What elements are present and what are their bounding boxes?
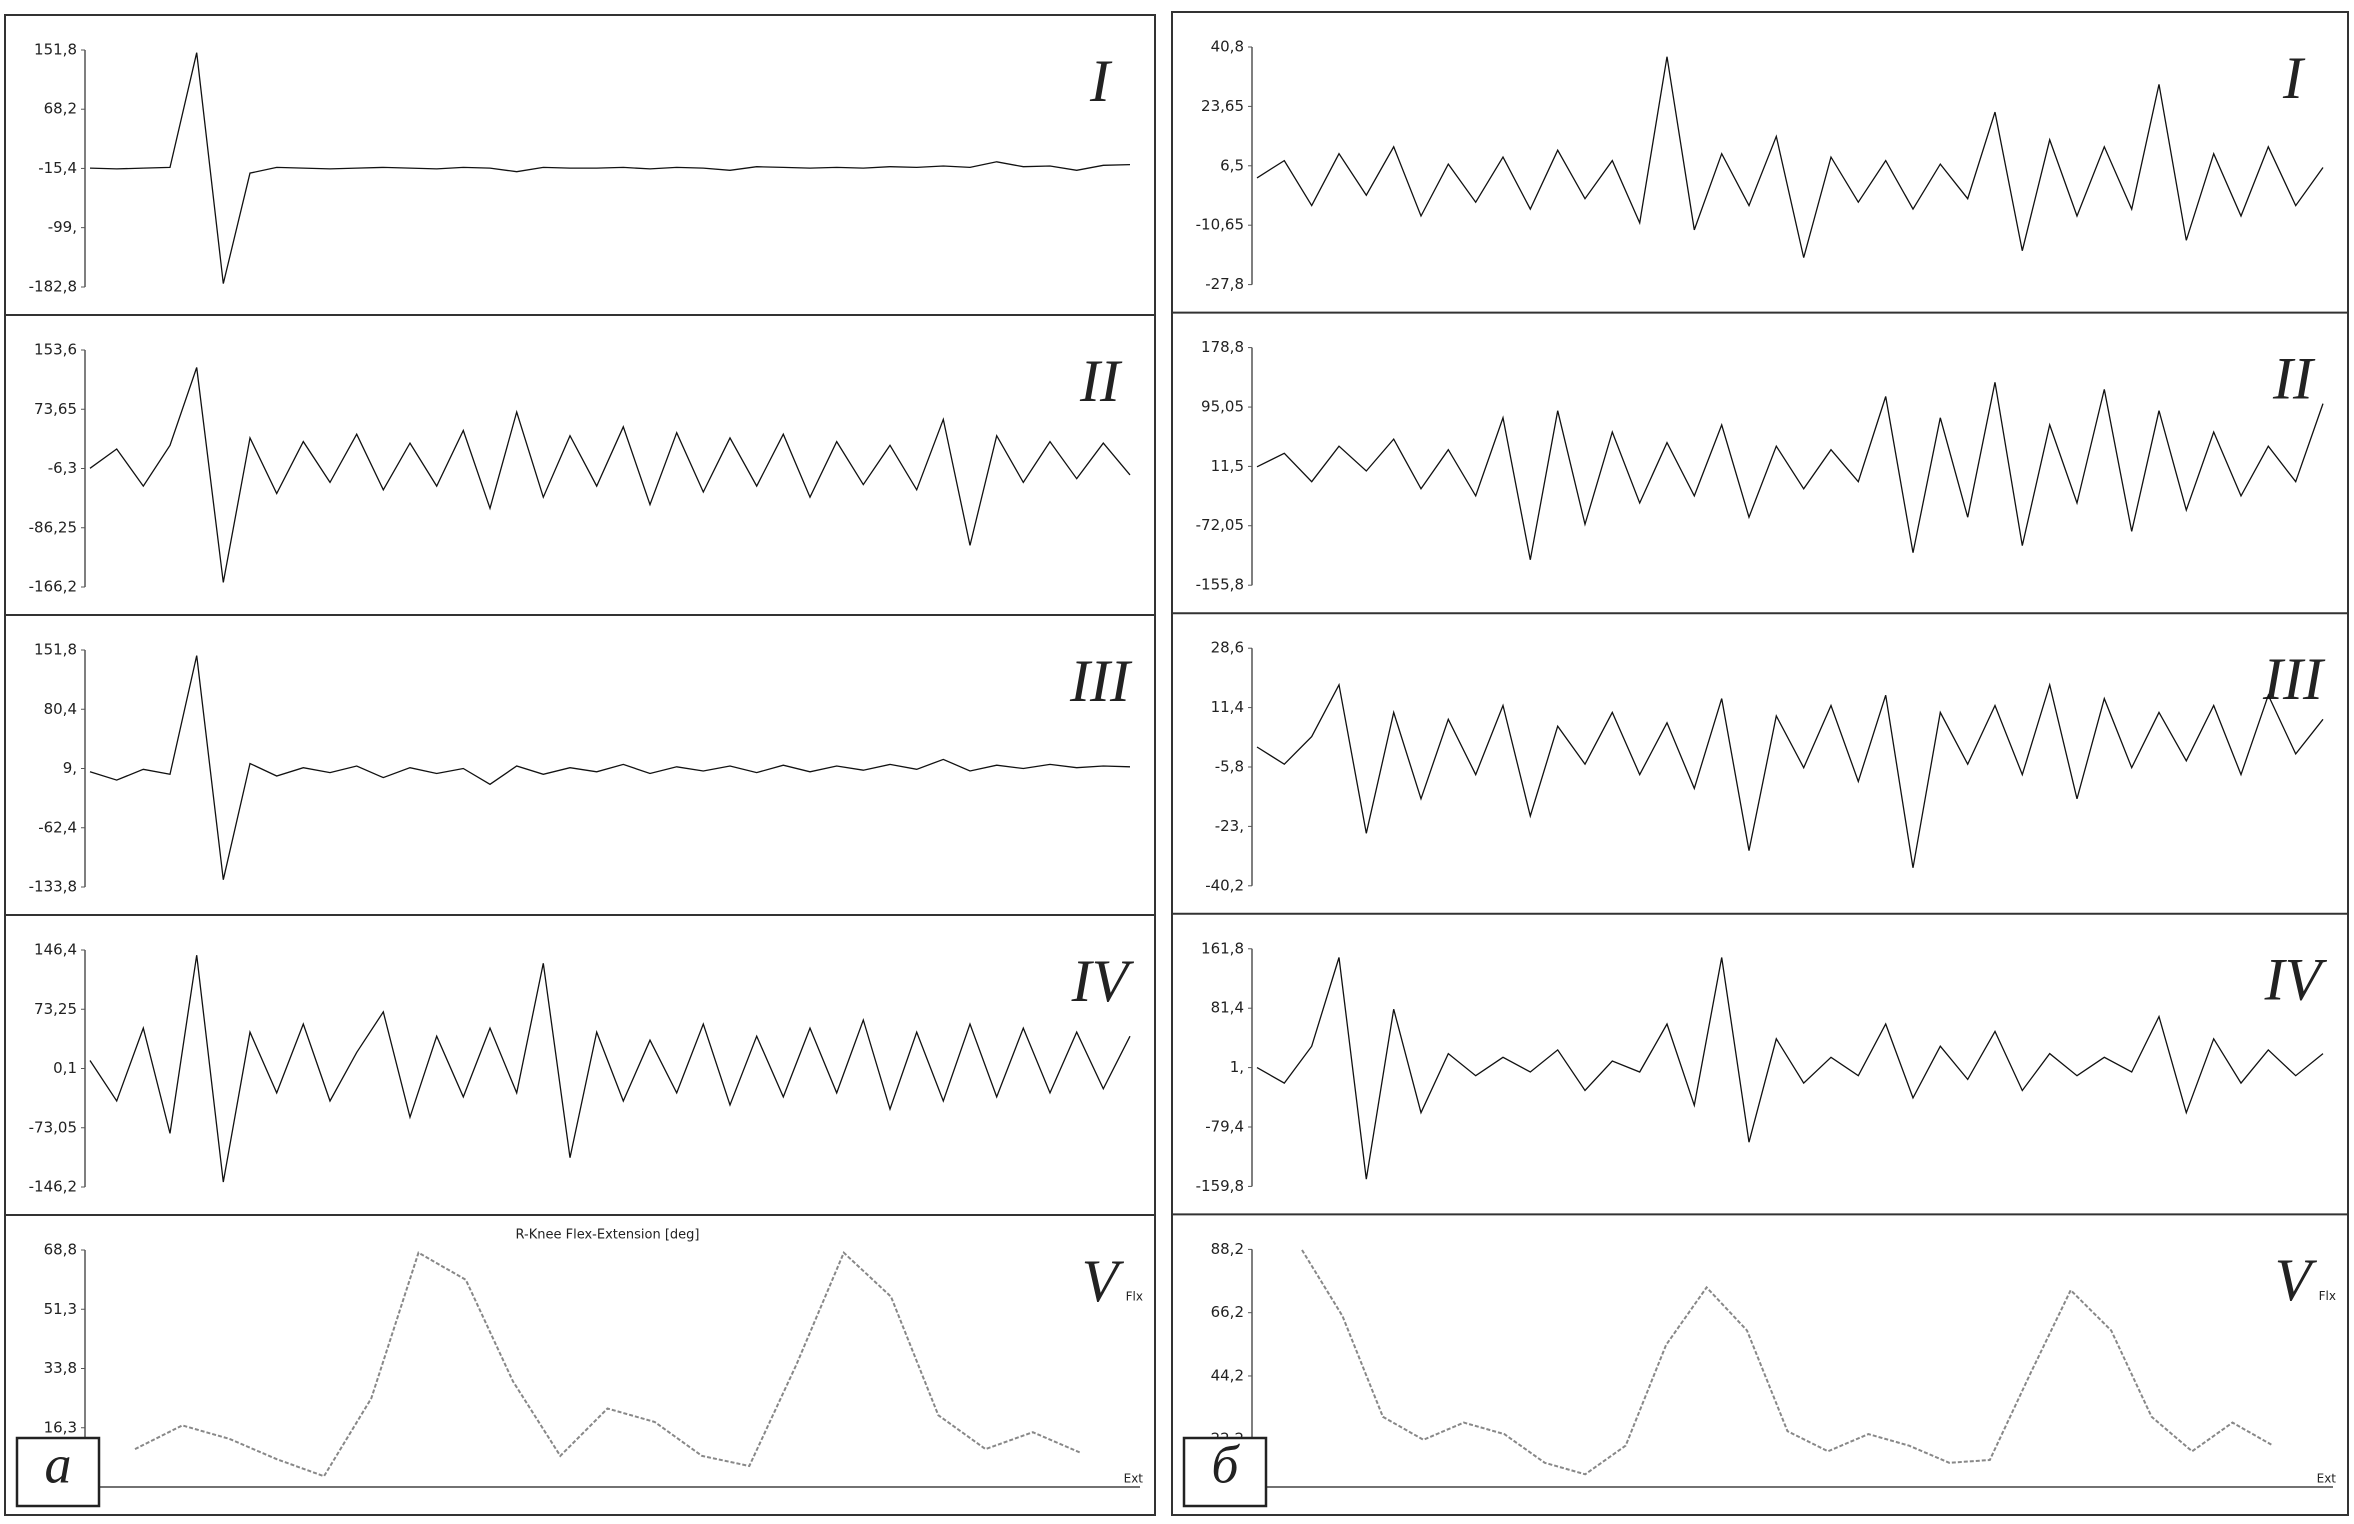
emg-trace — [1256, 957, 2324, 1180]
panel-label: V — [1082, 1248, 1125, 1314]
y-tick-label: 9, — [63, 759, 77, 777]
y-tick-label: 44,2 — [1211, 1366, 1244, 1384]
y-tick-label: 28,6 — [1211, 639, 1244, 657]
emg-trace — [89, 655, 1131, 880]
y-tick-label: -73,05 — [29, 1118, 77, 1136]
y-tick-label: 151,8 — [34, 641, 77, 659]
y-tick-label: 161,8 — [1201, 939, 1244, 957]
y-tick-label: 88,2 — [1211, 1240, 1244, 1258]
figure-label-box — [1182, 1436, 1268, 1508]
figure-label-box — [15, 1436, 101, 1508]
y-tick-label: -79,4 — [1205, 1118, 1244, 1136]
y-tick-label: 178,8 — [1201, 338, 1244, 356]
y-tick-label: 6,5 — [1220, 156, 1244, 174]
y-tick-label: -23, — [1215, 817, 1244, 835]
emg-trace — [89, 955, 1131, 1183]
y-tick-label: -166,2 — [29, 578, 77, 596]
y-tick-label: -72,05 — [1196, 516, 1244, 534]
panel-label: III — [2262, 646, 2326, 712]
y-tick-label: 16,3 — [44, 1418, 77, 1436]
y-tick-label: 151,8 — [34, 41, 77, 59]
y-tick-label: 73,65 — [34, 400, 77, 418]
ext-label: Ext — [2317, 1472, 2337, 1486]
panel-label: III — [1069, 648, 1133, 714]
emg-trace — [1256, 56, 2324, 258]
y-tick-label: 80,4 — [44, 700, 77, 718]
chart-title: R-Knee Flex-Extension [deg] — [516, 1228, 700, 1243]
y-tick-label: 95,05 — [1201, 398, 1244, 416]
panel-label: IV — [2264, 947, 2328, 1013]
y-tick-label: -159,8 — [1196, 1177, 1244, 1195]
angle-trace — [134, 1250, 1081, 1478]
y-tick-label: 68,2 — [44, 100, 77, 118]
emg-trace — [1256, 682, 2324, 868]
panel-label: II — [1079, 348, 1123, 414]
y-tick-label: 66,2 — [1211, 1303, 1244, 1321]
angle-trace — [1301, 1249, 2274, 1476]
y-tick-label: 11,5 — [1211, 457, 1244, 475]
y-tick-label: 23,65 — [1201, 97, 1244, 115]
y-tick-label: -146,2 — [29, 1178, 77, 1196]
panel-label: I — [2282, 45, 2306, 111]
ext-label: Ext — [1124, 1472, 1144, 1486]
y-tick-label: 51,3 — [44, 1300, 77, 1318]
panel-label: I — [1089, 48, 1113, 114]
y-tick-label: -27,8 — [1205, 275, 1244, 293]
y-tick-label: 81,4 — [1211, 999, 1244, 1017]
y-tick-label: 73,25 — [34, 1000, 77, 1018]
flex-label: Flx — [2319, 1289, 2336, 1303]
y-tick-label: 11,4 — [1211, 698, 1244, 716]
y-tick-label: -6,3 — [48, 459, 77, 477]
y-tick-label: 146,4 — [34, 941, 77, 959]
emg-trace — [89, 52, 1131, 284]
y-tick-label: 0,1 — [53, 1059, 77, 1077]
panel-frame — [4, 14, 1156, 1516]
figure-label: а — [45, 1434, 72, 1494]
y-tick-label: 153,6 — [34, 341, 77, 359]
emg-trace — [89, 367, 1131, 583]
panel-frame — [1171, 11, 2349, 1516]
panel-label: V — [2275, 1247, 2318, 1313]
panel-label: IV — [1071, 948, 1135, 1014]
flex-label: Flx — [1126, 1290, 1143, 1304]
y-tick-label: -40,2 — [1205, 876, 1244, 894]
y-tick-label: -99, — [48, 218, 77, 236]
y-tick-label: 68,8 — [44, 1241, 77, 1259]
figure-label: б — [1211, 1434, 1240, 1494]
y-tick-label: -155,8 — [1196, 576, 1244, 594]
emg-trace — [1256, 382, 2324, 560]
y-tick-label: -182,8 — [29, 278, 77, 296]
y-tick-label: -133,8 — [29, 878, 77, 896]
y-tick-label: 33,8 — [44, 1359, 77, 1377]
y-tick-label: -62,4 — [38, 818, 77, 836]
panel-label: II — [2272, 345, 2316, 411]
y-tick-label: -86,25 — [29, 518, 77, 536]
y-tick-label: -5,8 — [1215, 758, 1244, 776]
y-tick-label: -10,65 — [1196, 216, 1244, 234]
y-tick-label: 40,8 — [1211, 38, 1244, 56]
y-tick-label: -15,4 — [38, 159, 77, 177]
y-tick-label: 1, — [1230, 1058, 1244, 1076]
